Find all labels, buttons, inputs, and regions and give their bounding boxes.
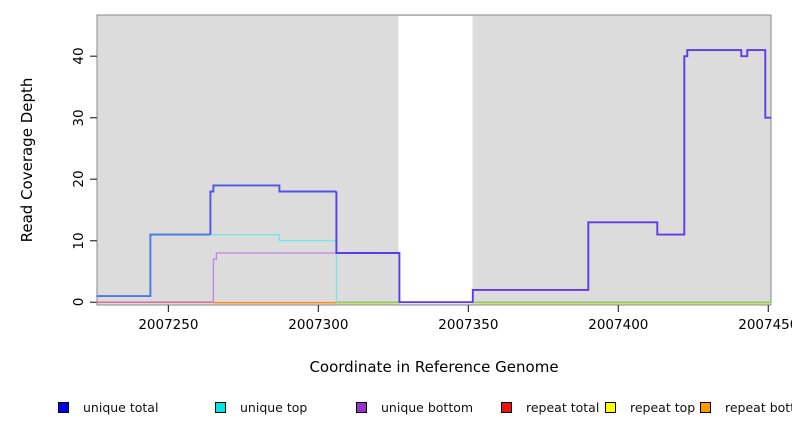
legend-swatch-icon bbox=[700, 402, 711, 413]
y-tick-label: 40 bbox=[71, 47, 87, 65]
y-tick-label: 10 bbox=[71, 232, 87, 250]
series-line-unique-total-mid bbox=[209, 184, 337, 235]
series-line-unique-total-right bbox=[335, 49, 772, 304]
y-tick-label: 0 bbox=[71, 297, 87, 307]
legend-label: repeat bottom bbox=[725, 400, 792, 415]
y-axis-title: Read Coverage Depth bbox=[18, 77, 36, 243]
y-tick-label: 20 bbox=[71, 170, 87, 188]
legend-swatch-icon bbox=[215, 402, 226, 413]
legend-swatch-icon bbox=[58, 402, 69, 413]
legend-label: unique bottom bbox=[381, 400, 474, 415]
x-tick-label: 2007350 bbox=[438, 317, 499, 333]
legend-item-unique-bottom: unique bottom bbox=[356, 400, 473, 415]
series-line-unique-top bbox=[210, 233, 338, 303]
legend-label: unique total bbox=[83, 400, 159, 415]
legend: unique total unique top unique bottom repea… bbox=[0, 0, 792, 415]
legend-item-unique-top: unique top bbox=[215, 400, 307, 415]
legend-swatch-icon bbox=[356, 402, 367, 413]
series-line-unique-bottom bbox=[212, 252, 337, 303]
legend-item-repeat-top: repeat top bbox=[605, 400, 695, 415]
x-tick-label: 2007400 bbox=[588, 317, 649, 333]
legend-label: repeat total bbox=[526, 400, 600, 415]
y-tick-label: 30 bbox=[71, 109, 87, 127]
panel-border bbox=[96, 14, 772, 306]
series-line-unique-total-left bbox=[96, 233, 211, 298]
legend-item-repeat-total: repeat total bbox=[501, 400, 599, 415]
no-data-gap bbox=[398, 16, 473, 304]
legend-item-unique-total: unique total bbox=[58, 400, 158, 415]
legend-label: repeat top bbox=[630, 400, 696, 415]
legend-label: unique top bbox=[240, 400, 308, 415]
x-axis-title: Coordinate in Reference Genome bbox=[309, 358, 559, 376]
x-tick-label: 2007250 bbox=[138, 317, 199, 333]
legend-swatch-icon bbox=[501, 402, 512, 413]
legend-swatch-icon bbox=[605, 402, 616, 413]
legend-item-repeat-bottom: repeat bottom bbox=[700, 400, 792, 415]
x-tick-label: 2007300 bbox=[288, 317, 349, 333]
